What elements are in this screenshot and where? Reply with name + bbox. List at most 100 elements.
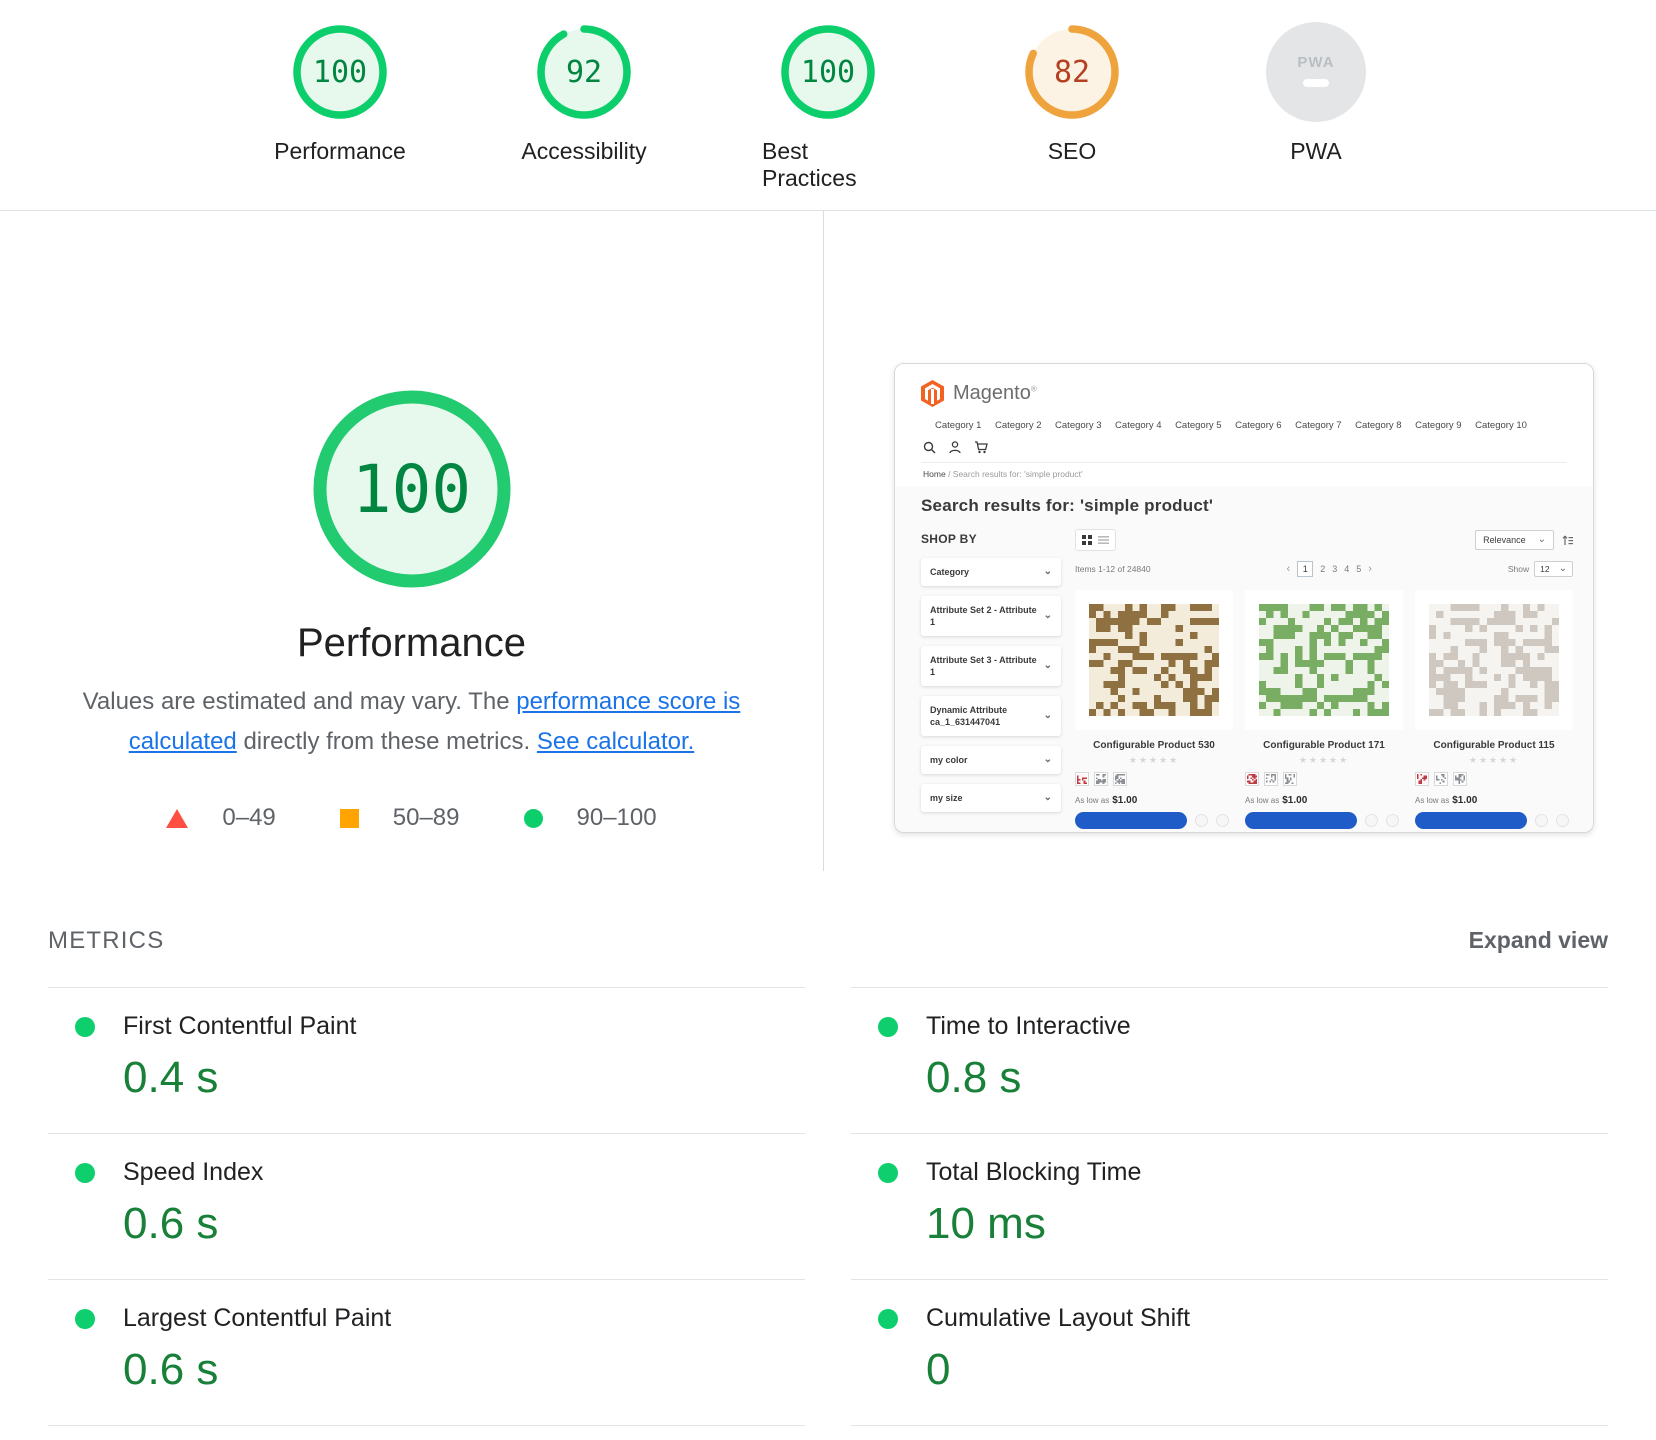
swatch-option — [1113, 772, 1127, 786]
product-title: Configurable Product 171 — [1263, 740, 1385, 751]
average-range: 50–89 — [392, 804, 460, 831]
accessibility-label: Accessibility — [521, 138, 647, 164]
nav-category: Category 8 — [1355, 420, 1402, 431]
breadcrumb-home: Home — [923, 469, 946, 479]
summary-gauge-performance[interactable]: 100 Performance — [274, 22, 406, 165]
product-image — [1245, 590, 1403, 730]
average-square-icon — [339, 808, 359, 828]
page-2: 2 — [1320, 564, 1326, 574]
seo-label: SEO — [1047, 138, 1097, 164]
product-swatches — [1075, 772, 1233, 786]
search-icon — [923, 441, 936, 453]
pass-dot-icon — [878, 1162, 898, 1183]
page-5: 5 — [1356, 564, 1362, 574]
seo-gauge-ring — [1025, 25, 1119, 119]
metric-value: 0.4 s — [123, 1053, 219, 1102]
magento-results-area: Search results for: 'simple product' SHO… — [895, 486, 1593, 832]
pagination-prev-icon: ‹ — [1286, 563, 1291, 575]
pass-dot-icon — [75, 1016, 95, 1037]
page-screenshot-thumbnail[interactable]: Magento® Category 1 Category 2 Category … — [894, 363, 1594, 833]
sort-by-select: Relevance ⌄ — [1475, 530, 1554, 550]
metric-value: 0.8 s — [926, 1053, 1022, 1102]
page-4: 4 — [1344, 564, 1350, 574]
product-title: Configurable Product 115 — [1433, 740, 1555, 751]
swatch-option — [1245, 772, 1259, 786]
performance-label: Performance — [274, 138, 406, 164]
magento-brand-text: Magento® — [953, 381, 1037, 404]
expand-view-button[interactable]: Expand view — [1468, 927, 1608, 953]
see-calculator-link[interactable]: See calculator. — [536, 728, 695, 755]
product-image — [1415, 590, 1573, 730]
performance-score: 100 — [312, 54, 368, 90]
sort-direction-icon — [1562, 535, 1573, 545]
pass-circle-icon — [523, 808, 543, 828]
legend-pass: 90–100 — [523, 804, 657, 832]
score-left-column: 100 Performance Values are estimated and… — [0, 211, 823, 871]
swatch-option — [1434, 772, 1448, 786]
metric-first-contentful-paint: First Contentful Paint 0.4 s — [48, 987, 805, 1133]
swatch-option — [1415, 772, 1429, 786]
screenshot-column: Magento® Category 1 Category 2 Category … — [823, 211, 1656, 871]
chevron-down-icon: ⌄ — [1043, 792, 1052, 803]
chevron-down-icon: ⌄ — [1043, 566, 1052, 577]
summary-gauge-seo[interactable]: 82 SEO — [1006, 22, 1138, 165]
filter-my-color: my color ⌄ — [921, 746, 1061, 774]
compare-icon — [1556, 814, 1569, 827]
metrics-section: METRICS Expand view First Contentful Pai… — [0, 871, 1656, 1426]
filter-my-size: my size ⌄ — [921, 784, 1061, 812]
pass-dot-icon — [75, 1308, 95, 1329]
performance-score-section: 100 Performance Values are estimated and… — [0, 211, 1656, 871]
metric-value: 0.6 s — [123, 1345, 219, 1394]
items-count: Items 1-12 of 24840 — [1075, 564, 1151, 574]
metric-cumulative-layout-shift: Cumulative Layout Shift 0 — [851, 1279, 1608, 1426]
summary-gauge-best-practices[interactable]: 100 Best Practices — [762, 22, 894, 192]
seo-score: 82 — [1053, 54, 1091, 90]
breadcrumb: Home / Search results for: 'simple produ… — [921, 462, 1567, 486]
compare-icon — [1386, 814, 1399, 827]
pass-dot-icon — [75, 1162, 95, 1183]
swatch-option — [1094, 772, 1108, 786]
product-price: As low as $1.00 — [1245, 795, 1308, 806]
disclaimer-text-1: Values are estimated and may vary. The — [82, 688, 517, 715]
magento-header-icons — [923, 436, 1567, 458]
wishlist-icon — [1195, 814, 1208, 827]
pagination: ‹ 1 2 3 4 5 › — [1287, 561, 1372, 577]
filter-attribute-set-3: Attribute Set 3 - Attribute 1 ⌄ — [921, 646, 1061, 686]
main-gauge-score: 100 — [351, 450, 472, 528]
nav-category: Category 7 — [1295, 420, 1342, 431]
nav-category: Category 1 — [935, 420, 982, 431]
performance-main-gauge: 100 — [312, 389, 512, 589]
metric-speed-index: Speed Index 0.6 s — [48, 1133, 805, 1279]
score-legend: 0–49 50–89 90–100 — [62, 804, 762, 832]
nav-category: Category 9 — [1415, 420, 1462, 431]
page-1: 1 — [1297, 561, 1314, 577]
product-swatches — [1415, 772, 1573, 786]
shop-by-heading: SHOP BY — [921, 532, 977, 546]
calc-explainer-link[interactable]: performance score is calculated — [128, 688, 741, 755]
product-grid: Configurable Product 530 ★★★★★ As low as… — [1075, 590, 1573, 829]
product-rating-stars: ★★★★★ — [1128, 755, 1180, 765]
magento-logo-icon — [921, 379, 944, 407]
grid-view-icon — [1082, 535, 1092, 545]
chevron-down-icon: ⌄ — [1558, 563, 1567, 574]
score-disclaimer: Values are estimated and may vary. The p… — [82, 682, 742, 762]
show-label: Show — [1507, 564, 1530, 574]
compare-icon — [1216, 814, 1229, 827]
chevron-down-icon: ⌄ — [1043, 660, 1052, 671]
legend-average: 50–89 — [339, 804, 460, 832]
summary-gauge-pwa[interactable]: PWA PWA — [1250, 22, 1382, 165]
wishlist-icon — [1365, 814, 1378, 827]
view-mode-toggle — [1075, 529, 1116, 551]
product-image — [1075, 590, 1233, 730]
add-to-cart-button — [1075, 812, 1187, 829]
summary-gauge-accessibility[interactable]: 92 Accessibility — [518, 22, 650, 165]
nav-category: Category 4 — [1115, 420, 1162, 431]
search-results-title: Search results for: 'simple product' — [921, 496, 1214, 515]
metric-time-to-interactive: Time to Interactive 0.8 s — [851, 987, 1608, 1133]
list-view-icon — [1098, 536, 1109, 544]
accessibility-score: 92 — [565, 54, 603, 90]
product-rating-stars: ★★★★★ — [1298, 755, 1350, 765]
swatch-option — [1453, 772, 1467, 786]
add-to-cart-button — [1245, 812, 1357, 829]
pwa-dash-icon — [1303, 78, 1329, 87]
